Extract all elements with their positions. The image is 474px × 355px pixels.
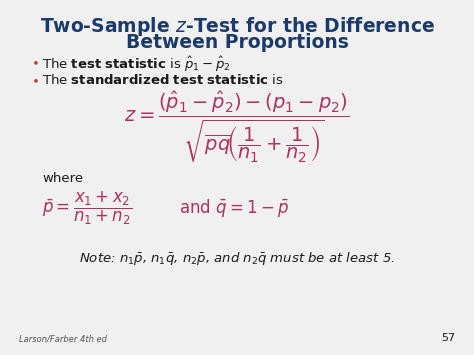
Text: $\bullet$: $\bullet$ — [31, 55, 38, 68]
Text: where: where — [42, 172, 83, 185]
Text: and $\bar{q} = 1 - \bar{p}$: and $\bar{q} = 1 - \bar{p}$ — [179, 197, 289, 219]
Text: Between Proportions: Between Proportions — [126, 33, 348, 52]
Text: $\bar{p} = \dfrac{x_1+x_2}{n_1+n_2}$: $\bar{p} = \dfrac{x_1+x_2}{n_1+n_2}$ — [42, 190, 132, 227]
Text: Two-Sample $\it{z}$-Test for the Difference: Two-Sample $\it{z}$-Test for the Differe… — [39, 15, 435, 38]
Text: The $\mathbf{test\ statistic}$ is $\hat{p}_1 - \hat{p}_2$: The $\mathbf{test\ statistic}$ is $\hat{… — [42, 55, 231, 74]
Text: Larson/Farber 4th ed: Larson/Farber 4th ed — [18, 334, 107, 343]
Text: 57: 57 — [441, 333, 456, 343]
Text: $\bullet$: $\bullet$ — [31, 73, 38, 86]
Text: The $\mathbf{standardized\ test\ statistic}$ is: The $\mathbf{standardized\ test\ statist… — [42, 73, 283, 87]
Text: $z = \dfrac{(\hat{p}_1 - \hat{p}_2)-(p_1 - p_2)}{\sqrt{\overline{pq}\!\left(\dfr: $z = \dfrac{(\hat{p}_1 - \hat{p}_2)-(p_1… — [124, 90, 350, 165]
Text: Note: $n_1\bar{p}$, $n_1\bar{q}$, $n_2\bar{p}$, and $n_2\bar{q}$ must be at leas: Note: $n_1\bar{p}$, $n_1\bar{q}$, $n_2\b… — [79, 250, 395, 267]
